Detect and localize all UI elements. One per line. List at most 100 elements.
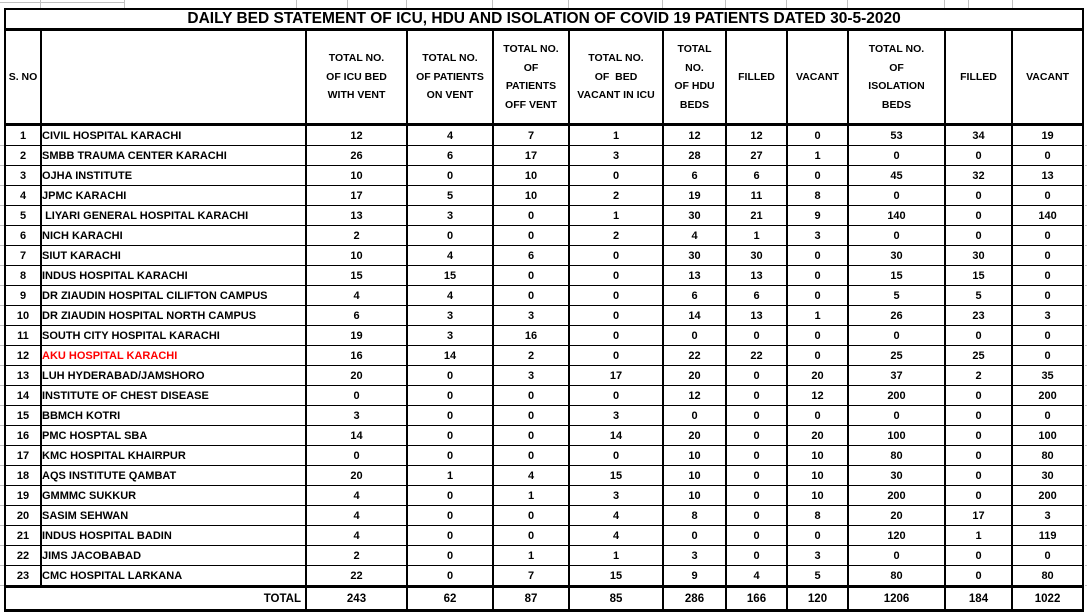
hospital-name: AKU HOSPITAL KARACHI	[40, 345, 307, 366]
row-serial: 19	[4, 485, 42, 506]
cell-value: 20	[786, 365, 849, 386]
hospital-name: DR ZIAUDIN HOSPITAL NORTH CAMPUS	[40, 305, 307, 326]
hospital-name: INSTITUTE OF CHEST DISEASE	[40, 385, 307, 406]
cell-value: 8	[662, 505, 727, 526]
cell-value: 0	[492, 505, 570, 526]
cell-value: 0	[1010, 285, 1085, 306]
cell-value: 26	[847, 305, 946, 326]
table-row: 17 KMC HOSPITAL KHAIRPUR 0 0 0 0 10 0 10 80 0 80	[4, 445, 1085, 466]
cell-value: 0	[662, 405, 727, 426]
table-row: 19 GMMMC SUKKUR 4 0 1 3 10 0 10 200 0 200	[4, 485, 1085, 506]
header-hdu-beds: TOTAL NO. OF HDU BEDS	[662, 29, 727, 126]
cell-value: 23	[944, 305, 1013, 326]
cell-value: 22	[662, 345, 727, 366]
total-hdu-vacant: 120	[786, 585, 849, 611]
cell-value: 30	[847, 245, 946, 266]
cell-value: 0	[786, 245, 849, 266]
cell-value: 16	[305, 345, 408, 366]
row-serial: 1	[4, 124, 42, 146]
cell-value: 14	[662, 305, 727, 326]
cell-value: 22	[305, 565, 408, 587]
hospital-name: OJHA INSTITUTE	[40, 165, 307, 186]
cell-value: 4	[568, 525, 664, 546]
cell-value: 6	[725, 285, 788, 306]
cell-value: 9	[662, 565, 727, 587]
cell-value: 80	[1010, 565, 1085, 587]
cell-value: 0	[1010, 345, 1085, 366]
cell-value: 10	[305, 245, 408, 266]
cell-value: 1	[944, 525, 1013, 546]
hospital-name: JIMS JACOBABAD	[40, 545, 307, 566]
table-row: 15 BBMCH KOTRI 3 0 0 3 0 0 0 0 0 0	[4, 405, 1085, 426]
total-label: TOTAL	[4, 585, 307, 611]
table-row: 16 PMC HOSPTAL SBA 14 0 0 14 20 0 20 100 0 100	[4, 425, 1085, 446]
cell-value: 0	[492, 445, 570, 466]
cell-value: 7	[492, 124, 570, 146]
cell-value: 30	[944, 245, 1013, 266]
table-row: 1 CIVIL HOSPITAL KARACHI 12 4 7 1 12 12 0 53 34 19	[4, 124, 1085, 146]
cell-value: 0	[305, 385, 408, 406]
cell-value: 10	[786, 485, 849, 506]
cell-value: 15	[944, 265, 1013, 286]
cell-value: 0	[568, 445, 664, 466]
cell-value: 1	[786, 305, 849, 326]
cell-value: 3	[662, 545, 727, 566]
cell-value: 14	[568, 425, 664, 446]
cell-value: 0	[568, 265, 664, 286]
header-patients-off-vent: TOTAL NO. OF PATIENTS OFF VENT	[492, 29, 570, 126]
cell-value: 9	[786, 205, 849, 226]
cell-value: 0	[406, 445, 494, 466]
cell-value: 4	[406, 285, 494, 306]
table-title: DAILY BED STATEMENT OF ICU, HDU AND ISOL…	[3, 9, 1085, 31]
cell-value: 1	[568, 124, 664, 146]
cell-value: 4	[305, 285, 408, 306]
sheet-gridlines-right	[1085, 126, 1087, 586]
row-serial: 11	[4, 325, 42, 346]
bed-statement-table: DAILY BED STATEMENT OF ICU, HDU AND ISOL…	[3, 8, 1085, 612]
cell-value: 14	[305, 425, 408, 446]
cell-value: 20	[305, 365, 408, 386]
cell-value: 20	[847, 505, 946, 526]
hospital-name: SMBB TRAUMA CENTER KARACHI	[40, 145, 307, 166]
cell-value: 10	[492, 185, 570, 206]
cell-value: 119	[1010, 525, 1085, 546]
cell-value: 80	[847, 445, 946, 466]
hospital-name: INDUS HOSPITAL KARACHI	[40, 265, 307, 286]
cell-value: 0	[786, 265, 849, 286]
cell-value: 0	[492, 425, 570, 446]
total-bed-vacant-in-icu: 85	[568, 585, 664, 611]
cell-value: 10	[492, 165, 570, 186]
total-isolation-filled: 184	[944, 585, 1013, 611]
row-serial: 18	[4, 465, 42, 486]
cell-value: 30	[662, 245, 727, 266]
cell-value: 14	[406, 345, 494, 366]
cell-value: 12	[725, 124, 788, 146]
cell-value: 0	[847, 325, 946, 346]
cell-value: 0	[492, 205, 570, 226]
row-serial: 12	[4, 345, 42, 366]
cell-value: 17	[568, 365, 664, 386]
table-body: 1 CIVIL HOSPITAL KARACHI 12 4 7 1 12 12 0 53 34 19 2…	[4, 124, 1085, 587]
cell-value: 0	[725, 405, 788, 426]
cell-value: 0	[406, 505, 494, 526]
hospital-name: DR ZIAUDIN HOSPITAL CILIFTON CAMPUS	[40, 285, 307, 306]
cell-value: 0	[1010, 405, 1085, 426]
hospital-name: PMC HOSPTAL SBA	[40, 425, 307, 446]
cell-value: 19	[662, 185, 727, 206]
cell-value: 2	[492, 345, 570, 366]
cell-value: 13	[1010, 165, 1085, 186]
cell-value: 0	[406, 565, 494, 587]
header-bed-vacant-in-icu: TOTAL NO. OF BED VACANT IN ICU	[568, 29, 664, 126]
cell-value: 30	[725, 245, 788, 266]
cell-value: 0	[944, 385, 1013, 406]
cell-value: 0	[725, 545, 788, 566]
cell-value: 3	[568, 405, 664, 426]
cell-value: 12	[662, 124, 727, 146]
cell-value: 0	[1010, 145, 1085, 166]
hospital-name: LIYARI GENERAL HOSPITAL KARACHI	[40, 205, 307, 226]
cell-value: 37	[847, 365, 946, 386]
cell-value: 0	[406, 485, 494, 506]
row-serial: 10	[4, 305, 42, 326]
table-row: 22 JIMS JACOBABAD 2 0 1 1 3 0 3 0 0 0	[4, 545, 1085, 566]
cell-value: 10	[662, 485, 727, 506]
